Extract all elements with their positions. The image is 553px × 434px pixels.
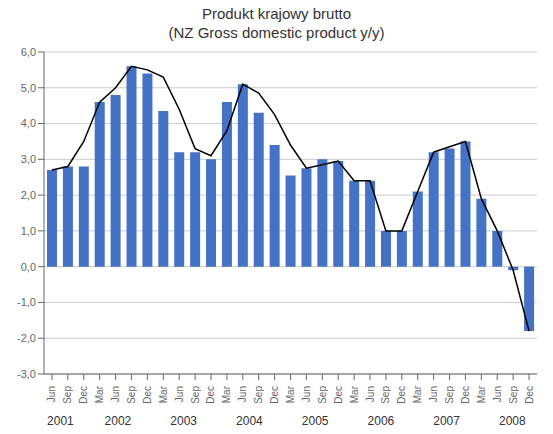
svg-text:2005: 2005 (302, 414, 329, 428)
svg-text:Dec: Dec (396, 386, 407, 404)
svg-text:Jun: Jun (46, 386, 57, 402)
svg-text:Dec: Dec (78, 386, 89, 404)
svg-text:Mar: Mar (412, 385, 423, 403)
svg-text:Dec: Dec (333, 386, 344, 404)
svg-text:Dec: Dec (142, 386, 153, 404)
svg-text:Dec: Dec (524, 386, 535, 404)
svg-text:2004: 2004 (236, 414, 263, 428)
svg-text:3,0: 3,0 (21, 153, 36, 165)
svg-text:Jun: Jun (174, 386, 185, 402)
svg-text:Jun: Jun (428, 386, 439, 402)
svg-text:Mar: Mar (349, 385, 360, 403)
svg-text:2002: 2002 (105, 414, 132, 428)
svg-text:Mar: Mar (221, 385, 232, 403)
svg-text:2006: 2006 (368, 414, 395, 428)
svg-text:Sep: Sep (380, 386, 391, 404)
svg-text:Sep: Sep (444, 386, 455, 404)
svg-text:Sep: Sep (190, 386, 201, 404)
svg-text:2008: 2008 (499, 414, 526, 428)
svg-text:Mar: Mar (476, 385, 487, 403)
svg-text:-1,0: -1,0 (17, 296, 36, 308)
svg-text:2003: 2003 (170, 414, 197, 428)
svg-text:Sep: Sep (253, 386, 264, 404)
svg-text:5,0: 5,0 (21, 82, 36, 94)
svg-text:Sep: Sep (126, 386, 137, 404)
svg-text:Sep: Sep (317, 386, 328, 404)
svg-text:Mar: Mar (158, 385, 169, 403)
svg-text:0,0: 0,0 (21, 261, 36, 273)
svg-text:Sep: Sep (62, 386, 73, 404)
svg-text:2,0: 2,0 (21, 189, 36, 201)
html-text:Produkt krajowy brutto: Produkt krajowy brutto (201, 5, 352, 22)
svg-text:Mar: Mar (94, 385, 105, 403)
html-text:(NZ Gross domestic product y/y: (NZ Gross domestic product y/y) (168, 24, 385, 41)
svg-text:Sep: Sep (508, 386, 519, 404)
svg-text:Dec: Dec (460, 386, 471, 404)
svg-text:Jun: Jun (237, 386, 248, 402)
svg-text:Jun: Jun (301, 386, 312, 402)
svg-text:6,0: 6,0 (21, 46, 36, 58)
svg-text:4,0: 4,0 (21, 117, 36, 129)
svg-text:Mar: Mar (285, 385, 296, 403)
svg-text:Jun: Jun (110, 386, 121, 402)
svg-text:1,0: 1,0 (21, 225, 36, 237)
svg-text:-3,0: -3,0 (17, 368, 36, 380)
svg-text:Dec: Dec (205, 386, 216, 404)
svg-text:-2,0: -2,0 (17, 332, 36, 344)
svg-text:Dec: Dec (269, 386, 280, 404)
svg-text:2007: 2007 (433, 414, 460, 428)
svg-text:Jun: Jun (492, 386, 503, 402)
svg-text:Jun: Jun (365, 386, 376, 402)
svg-text:2001: 2001 (47, 414, 74, 428)
